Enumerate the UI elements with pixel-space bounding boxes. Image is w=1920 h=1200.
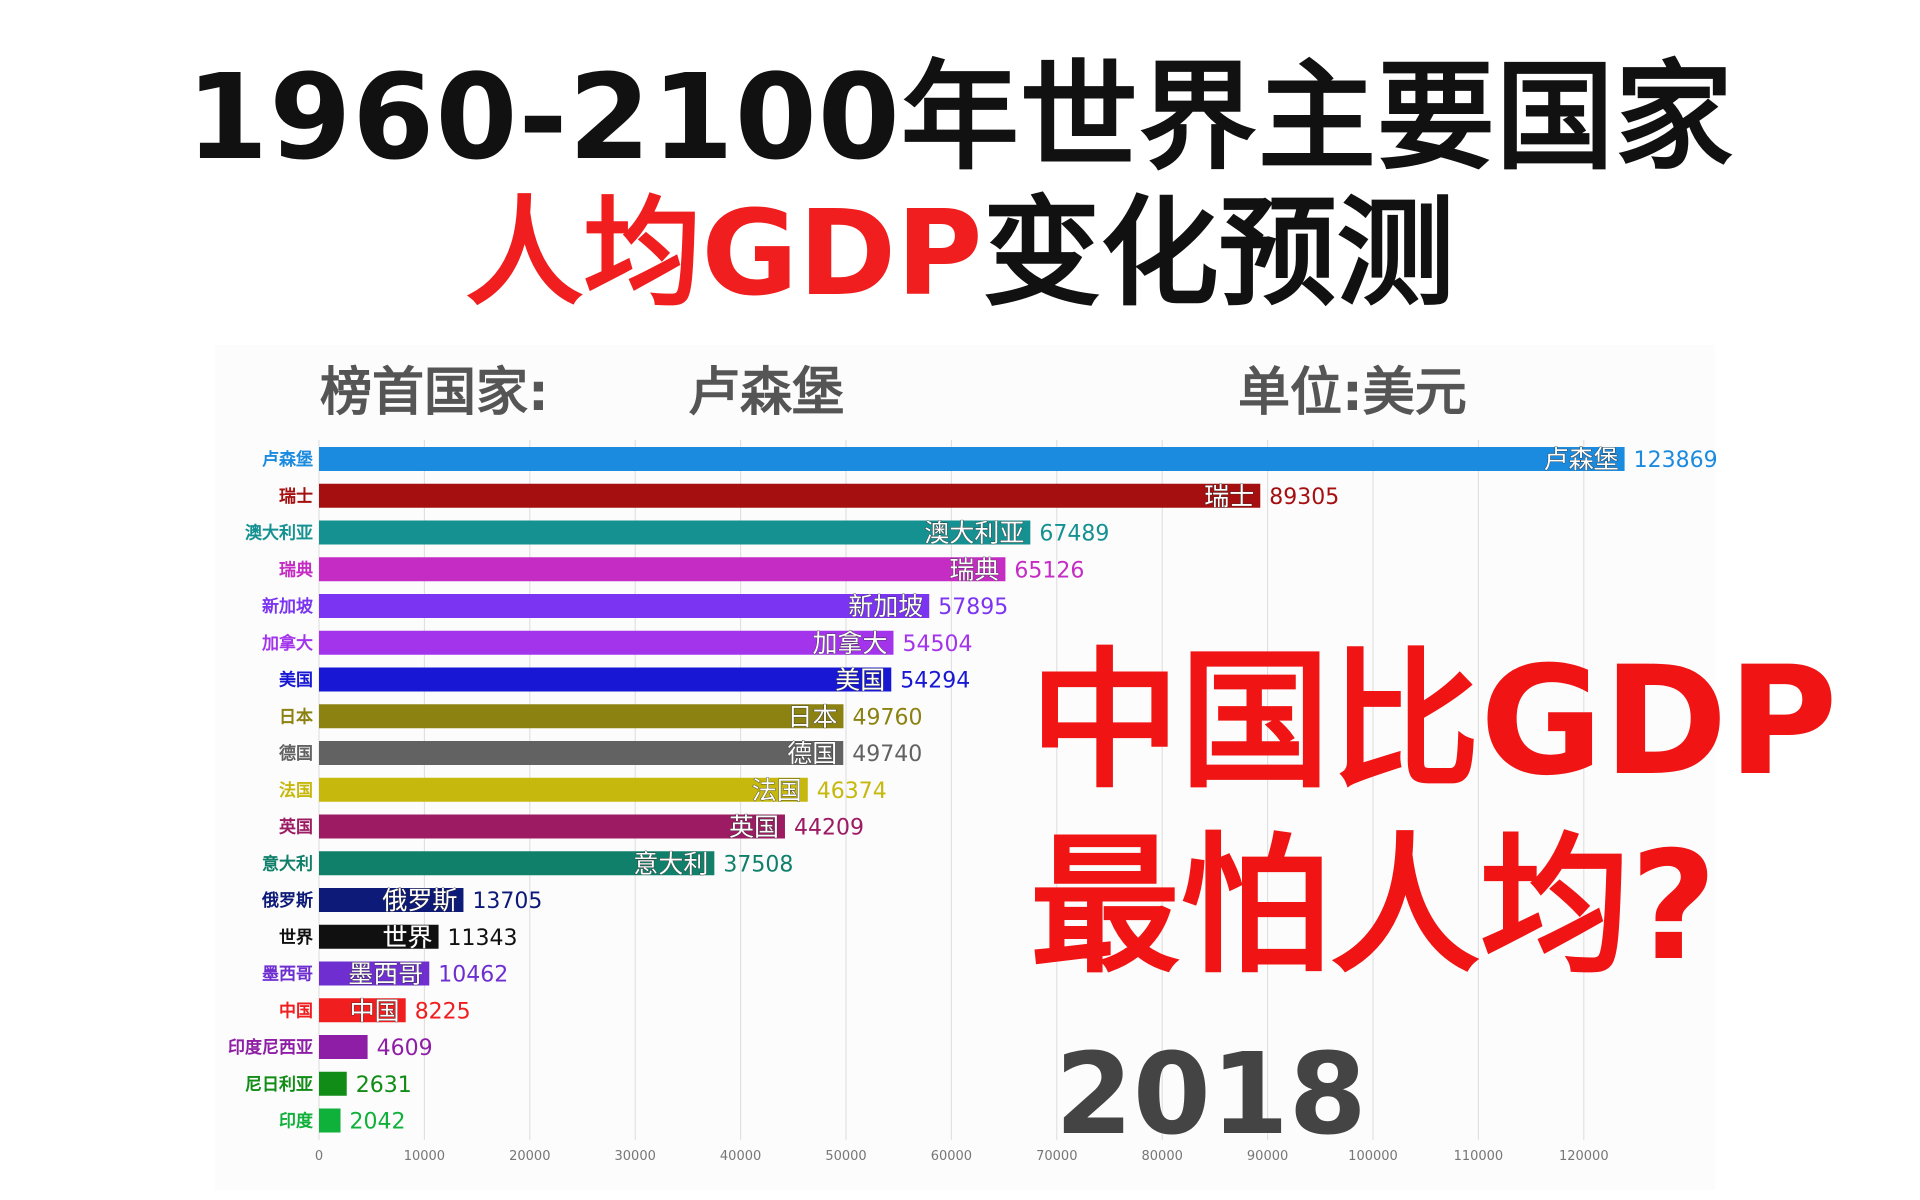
bar-value-label: 10462 (438, 963, 508, 988)
bar-value-label: 89305 (1269, 485, 1339, 510)
category-label: 澳大利亚 (245, 523, 313, 544)
x-tick-label: 70000 (1036, 1149, 1077, 1164)
bar-value-label: 4609 (377, 1036, 433, 1061)
year-label: 2018 (1055, 1030, 1367, 1160)
bar (319, 704, 844, 729)
chart-title-line2: 人均GDP变化预测 (0, 188, 1920, 318)
bar-value-label: 49760 (852, 705, 922, 730)
x-tick-label: 0 (315, 1149, 323, 1164)
bar-name-label: 中国 (350, 996, 400, 1025)
bar (319, 594, 930, 618)
category-label: 印度 (279, 1111, 314, 1132)
bar (319, 630, 894, 655)
x-tick-label: 110000 (1454, 1149, 1504, 1164)
x-tick-label: 80000 (1142, 1149, 1183, 1164)
x-tick-label: 10000 (404, 1149, 445, 1164)
bar (319, 961, 430, 986)
x-tick-label: 50000 (825, 1149, 866, 1164)
chart-title-rest: 变化预测 (982, 184, 1455, 322)
bar (319, 924, 439, 949)
category-label: 卢森堡 (262, 449, 313, 470)
bar (319, 998, 406, 1023)
bar-name-label: 德国 (787, 739, 837, 768)
bar-name-label: 卢森堡 (1544, 445, 1619, 474)
category-label: 尼日利亚 (245, 1074, 313, 1095)
bar (319, 1071, 347, 1096)
overlay-caption: 中国比GDP 最怕人均? (1030, 630, 1838, 1000)
bar (319, 1108, 341, 1133)
category-label: 世界 (279, 928, 313, 948)
category-label: 美国 (279, 670, 313, 691)
bar-value-label: 54294 (900, 669, 970, 694)
category-label: 意大利 (262, 853, 313, 874)
unit-label: 单位:美元 (1238, 363, 1467, 423)
bar-value-label: 2042 (350, 1110, 406, 1135)
category-label: 日本 (279, 706, 313, 727)
bar-value-label: 13705 (472, 889, 542, 914)
overlay-caption-line2: 最怕人均? (1030, 820, 1718, 994)
bar-value-label: 123869 (1634, 448, 1718, 473)
bar (319, 483, 1261, 508)
category-label: 法国 (279, 780, 313, 801)
bar (319, 1035, 368, 1059)
category-label: 中国 (279, 1000, 313, 1021)
bar-value-label: 11343 (448, 926, 518, 951)
bar-value-label: 65126 (1014, 558, 1084, 583)
bar (319, 667, 892, 692)
bar-value-label: 49740 (852, 742, 922, 767)
x-tick-label: 120000 (1559, 1149, 1609, 1164)
bar-value-label: 57895 (938, 595, 1008, 620)
x-tick-label: 100000 (1348, 1149, 1398, 1164)
bar-name-label: 意大利 (633, 849, 708, 878)
bar (319, 447, 1625, 471)
category-label: 新加坡 (262, 596, 313, 617)
x-tick-label: 40000 (720, 1149, 761, 1164)
category-label: 加拿大 (261, 633, 313, 654)
leader-label: 榜首国家: (320, 363, 549, 423)
bar-value-label: 8225 (415, 999, 471, 1024)
bar-name-label: 新加坡 (848, 592, 923, 621)
chart-title-highlight: 人均GDP (465, 184, 983, 322)
bar (319, 888, 464, 912)
bar (319, 741, 844, 765)
bar-value-label: 44209 (794, 816, 864, 841)
bar-value-label: 46374 (817, 779, 887, 804)
chart-title-line1: 1960-2100年世界主要国家 (186, 48, 1734, 186)
bar-name-label: 瑞士 (1204, 482, 1254, 511)
bar-value-label: 37508 (723, 852, 793, 877)
category-label: 英国 (279, 817, 313, 838)
bar (319, 520, 1031, 545)
bar-name-label: 英国 (729, 813, 779, 842)
category-label: 瑞典 (279, 559, 313, 580)
bar-name-label: 瑞典 (949, 555, 999, 584)
bar-value-label: 67489 (1039, 522, 1109, 547)
bar (319, 814, 785, 839)
x-tick-label: 90000 (1247, 1149, 1288, 1164)
category-label: 瑞士 (279, 486, 313, 507)
bar-value-label: 54504 (902, 632, 972, 657)
bar-name-label: 俄罗斯 (382, 886, 457, 915)
bar-name-label: 澳大利亚 (924, 519, 1024, 548)
x-tick-label: 30000 (615, 1149, 656, 1164)
bar-name-label: 美国 (835, 666, 885, 695)
bar-name-label: 加拿大 (812, 629, 887, 658)
bar-value-label: 2631 (356, 1073, 412, 1098)
bar (319, 777, 808, 802)
bar-name-label: 世界 (383, 923, 433, 952)
bar (319, 851, 715, 876)
x-tick-label: 60000 (931, 1149, 972, 1164)
category-label: 德国 (279, 743, 313, 764)
category-label: 印度尼西亚 (228, 1037, 313, 1058)
x-tick-label: 20000 (509, 1149, 550, 1164)
category-label: 墨西哥 (262, 965, 313, 985)
bar (319, 557, 1006, 582)
bar-name-label: 日本 (787, 702, 837, 731)
bar-name-label: 墨西哥 (348, 960, 423, 989)
overlay-caption-line1: 中国比GDP (1030, 635, 1838, 809)
category-label: 俄罗斯 (261, 890, 313, 911)
leader-value: 卢森堡 (688, 363, 845, 423)
bar-name-label: 法国 (752, 776, 802, 805)
